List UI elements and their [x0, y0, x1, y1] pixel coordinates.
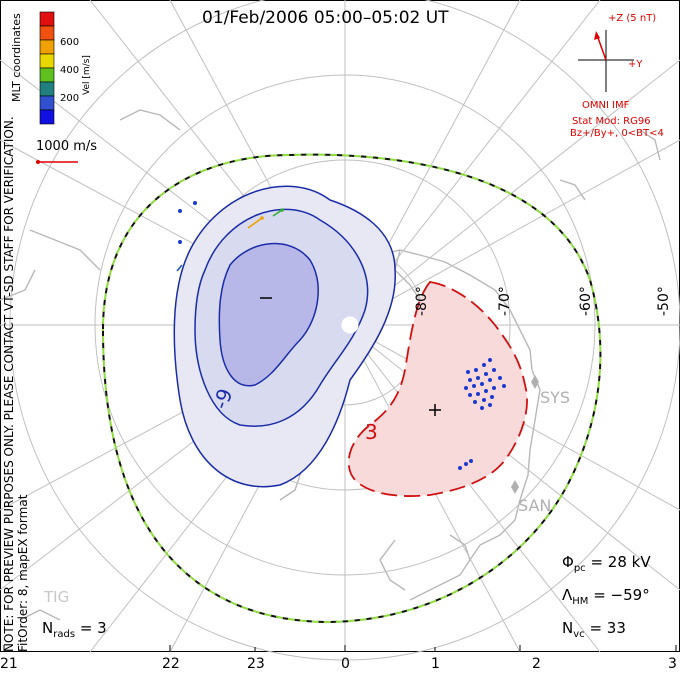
- reference-vector-label: 1000 m/s: [36, 139, 98, 154]
- mlt-label-21: 21: [0, 656, 18, 672]
- stat-n-rads-sub: rads: [53, 629, 76, 640]
- map-title: 01/Feb/2006 05:00–05:02 UT: [202, 8, 449, 28]
- station-sys-marker: [531, 375, 539, 389]
- mlt-label-23: 23: [247, 656, 265, 672]
- imf-y-label: +Y: [628, 59, 643, 70]
- positive-cell: [347, 281, 528, 497]
- pole-marker: [341, 316, 359, 334]
- mlt-label-2: 2: [532, 656, 541, 672]
- negative-cell: [173, 185, 396, 488]
- mlat-label-80: -80°: [414, 286, 430, 316]
- station-tig-label: TIG: [44, 588, 70, 606]
- imf-dial: [578, 30, 634, 92]
- station-san-label: SAN: [518, 496, 552, 515]
- imf-source: OMNI IMF: [582, 100, 630, 111]
- stat-phi-pc-value: = 28 kV: [590, 553, 651, 571]
- reference-vector: [36, 160, 78, 164]
- coastlines: [0, 109, 661, 621]
- stat-n-vc-sub: vc: [573, 629, 585, 640]
- stat-phi-pc-symbol: Φ: [562, 553, 574, 571]
- stat-lambda-hm: ΛHM = −59°: [562, 586, 650, 607]
- mlat-label-70: -70°: [497, 286, 513, 316]
- scale-label: Vel [m/s]: [82, 55, 92, 95]
- hm-boundary-green: [101, 153, 602, 624]
- scale-tick-600: 600: [60, 37, 80, 48]
- mlat-label-50: -50°: [656, 286, 672, 316]
- stat-lambda-hm-sub: HM: [572, 596, 589, 607]
- mlt-coordinates-note: MLT coordinates: [10, 13, 23, 102]
- mlt-label-22: 22: [162, 656, 180, 672]
- imf-z-label: +Z (5 nT): [608, 13, 657, 24]
- stat-n-rads: Nrads = 3: [42, 619, 107, 640]
- mlt-label-3: 3: [668, 656, 677, 672]
- stat-n-rads-value: = 3: [79, 619, 107, 637]
- station-sys-label: SYS: [540, 388, 571, 407]
- imf-condition: Bz+/By+, 0<BT<4: [570, 128, 664, 139]
- stat-n-vc-symbol: N: [562, 619, 574, 637]
- mlt-label-0: 0: [341, 656, 350, 672]
- mlt-label-1: 1: [431, 656, 440, 672]
- color-scale-bar: [39, 11, 55, 125]
- velocity-vectors-dawn: [458, 358, 506, 470]
- fit-order-note: FitOrder: 8, mapEX format: [16, 494, 30, 652]
- stat-n-rads-symbol: N: [42, 619, 54, 637]
- mlt-axis-ticks: [3, 645, 677, 652]
- mlat-label-60: -60°: [578, 286, 594, 316]
- scale-tick-400: 400: [60, 65, 80, 76]
- stat-n-vc-value: = 33: [589, 619, 626, 637]
- hm-boundary: [101, 153, 602, 624]
- positive-contour-label: 3: [365, 420, 378, 444]
- stat-lambda-hm-symbol: Λ: [562, 586, 573, 604]
- scale-tick-200: 200: [60, 93, 80, 104]
- imf-model: Stat Mod: RG96: [572, 116, 651, 127]
- station-markers: [511, 375, 539, 494]
- velocity-vectors-dusk: [176, 201, 284, 272]
- stat-lambda-hm-value: = −59°: [593, 586, 650, 604]
- preview-note: NOTE: FOR PREVIEW PURPOSES ONLY. PLEASE …: [2, 116, 16, 652]
- stat-phi-pc: Φpc = 28 kV: [562, 553, 651, 574]
- stat-phi-pc-sub: pc: [573, 563, 586, 574]
- station-san-marker: [511, 480, 519, 494]
- stat-n-vc: Nvc = 33: [562, 619, 626, 640]
